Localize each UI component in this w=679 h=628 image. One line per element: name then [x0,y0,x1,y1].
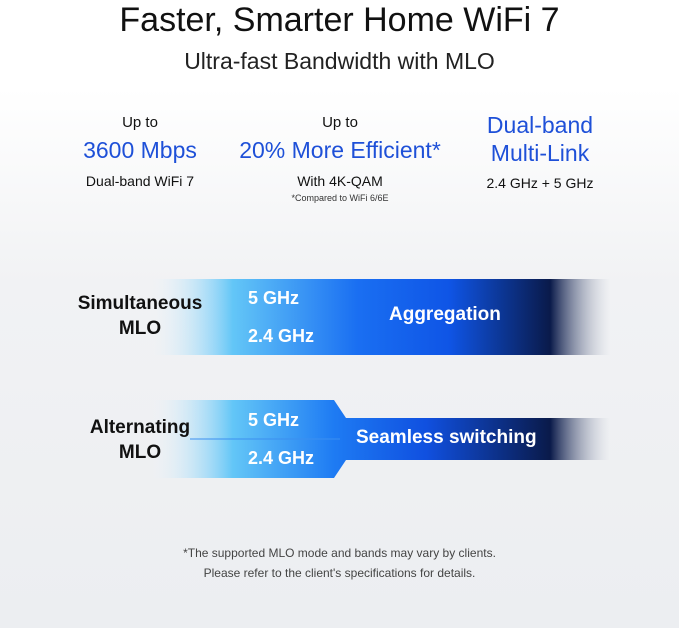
footnote: *The supported MLO mode and bands may va… [0,543,679,583]
stat-multilink: Dual-band Multi-Link 2.4 GHz + 5 GHz [430,111,650,192]
aggregation-label: Aggregation [389,304,501,325]
stat-prefix: Up to [122,114,158,131]
stat-prefix: Up to [322,114,358,131]
stat-detail: Dual-band WiFi 7 [85,173,195,189]
aggregation-band [150,279,610,355]
mode-label-simultaneous: Simultaneous MLO [60,291,220,341]
band-5ghz: 5 GHz [248,288,300,308]
stat-value-line1: Dual-band [486,112,594,138]
stat-value-line2: Multi-Link [490,140,590,166]
stat-efficiency: Up to 20% More Efficient* With 4K-QAM *C… [230,114,450,204]
switching-label: Seamless switching [356,427,537,448]
stat-note: *Compared to WiFi 6/6E [291,193,389,203]
mode-label-line1: Simultaneous [77,293,203,314]
stat-detail: 2.4 GHz + 5 GHz [486,175,594,191]
stat-detail: With 4K-QAM [297,173,383,189]
footnote-line1: *The supported MLO mode and bands may va… [183,546,496,560]
mode-label-line1: Alternating [89,417,191,438]
stat-value: 3600 Mbps [83,137,197,163]
stat-value: 20% More Efficient* [239,137,441,163]
switching-band [150,400,610,478]
band-2-4ghz: 2.4 GHz [248,326,315,346]
mode-label-line2: MLO [118,442,162,463]
band-5ghz: 5 GHz [248,410,300,430]
page-subtitle: Ultra-fast Bandwidth with MLO [184,48,495,74]
mode-label-alternating: Alternating MLO [60,415,220,465]
stat-speed: Up to 3600 Mbps Dual-band WiFi 7 [30,114,250,190]
mode-label-line2: MLO [118,318,162,339]
page-title: Faster, Smarter Home WiFi 7 [119,1,560,39]
footnote-line2: Please refer to the client's specificati… [203,566,476,580]
band-2-4ghz: 2.4 GHz [248,448,315,468]
